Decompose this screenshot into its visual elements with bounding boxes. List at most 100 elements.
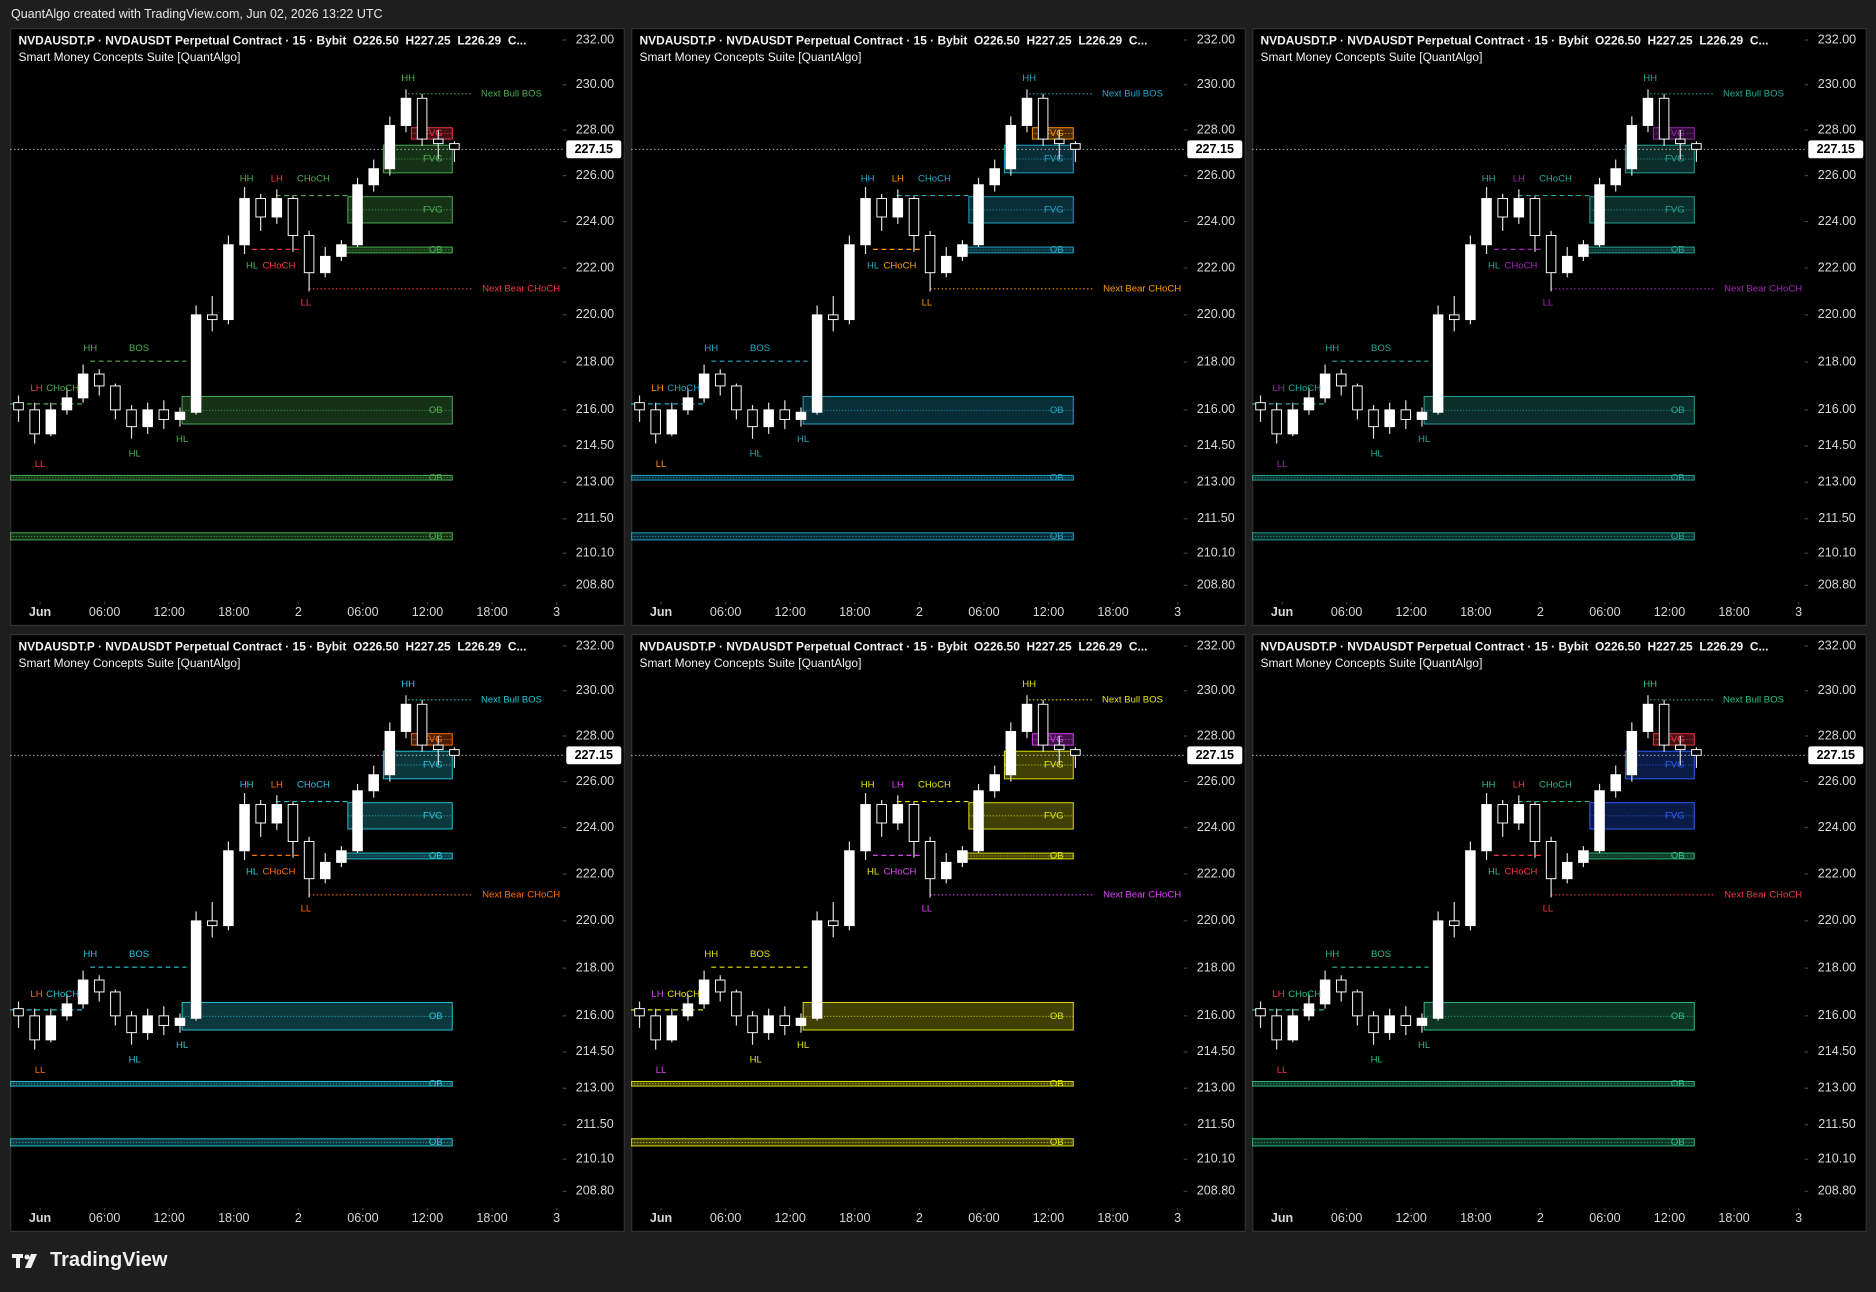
y-tick-label: 220.00 <box>576 913 614 927</box>
structure-label: CHoCH <box>667 989 700 1000</box>
candle-body <box>239 198 250 246</box>
x-tick-label: 06:00 <box>1589 605 1620 619</box>
candle-body <box>174 411 186 420</box>
candle-body <box>1303 1003 1315 1017</box>
y-tick-label: 228.00 <box>576 728 614 742</box>
last-price-label: 227.15 <box>1817 142 1855 156</box>
chart-panel: 232.00 230.00 228.00 226.00 224.00 222.00 220.… <box>1252 28 1867 626</box>
zone-label: FVG <box>1044 128 1064 139</box>
y-tick-label: 218.00 <box>576 354 614 368</box>
zone-label: FVG <box>423 204 443 215</box>
structure-label: HL <box>867 261 879 272</box>
candle-body <box>1497 198 1508 218</box>
x-tick-label: 06:00 <box>1331 605 1362 619</box>
candle-body <box>747 409 758 428</box>
candle-body <box>319 861 331 880</box>
y-tick-label: 224.00 <box>1197 214 1235 228</box>
chart-title: NVDAUSDT.P · NVDAUSDT Perpetual Contract… <box>640 33 1148 47</box>
y-tick-label: 213.00 <box>1818 475 1856 489</box>
zone-label: FVG <box>423 128 443 139</box>
x-tick-label: 12:00 <box>1395 605 1426 619</box>
structure-label: Next Bear CHoCH <box>1103 889 1181 900</box>
panel-border <box>631 634 1246 1232</box>
zone-label: OB <box>1671 472 1685 483</box>
candle-body <box>860 804 871 852</box>
y-tick-label: 228.00 <box>1197 728 1235 742</box>
candle-body <box>1578 850 1589 863</box>
structure-label: Next Bear CHoCH <box>482 283 560 294</box>
y-tick-label: 222.00 <box>1197 260 1235 274</box>
zone-label: FVG <box>1665 810 1685 821</box>
x-tick-label: 12:00 <box>153 1211 184 1225</box>
zone <box>631 1080 1074 1087</box>
candle-body <box>110 991 121 1017</box>
y-tick-label: 232.00 <box>1818 32 1856 46</box>
structure-label: HH <box>1643 679 1657 690</box>
last-price-label: 227.15 <box>575 748 613 762</box>
y-tick-label: 213.00 <box>1197 1081 1235 1095</box>
x-tick-label: 12:00 <box>412 1211 443 1225</box>
structure-label: HH <box>240 779 254 790</box>
structure-label: HH <box>1643 73 1657 84</box>
x-tick-label: 18:00 <box>476 605 507 619</box>
y-tick-label: 211.50 <box>1197 511 1234 525</box>
candle-body <box>1691 749 1702 756</box>
y-tick-label: 210.10 <box>1197 1152 1235 1166</box>
structure-label: HH <box>704 343 718 354</box>
candle-body <box>45 409 57 435</box>
candle-body <box>1054 744 1065 751</box>
candle-body <box>223 244 234 321</box>
candle-body <box>110 385 121 411</box>
y-tick-label: 222.00 <box>576 866 614 880</box>
y-tick-label: 228.00 <box>1197 122 1235 136</box>
structure-label: CHoCH <box>1539 173 1572 184</box>
y-tick-label: 216.00 <box>576 402 614 416</box>
x-tick-label: 12:00 <box>1033 1211 1064 1225</box>
y-tick-label: 230.00 <box>1818 77 1856 91</box>
candle-body <box>795 1017 807 1026</box>
structure-label: BOS <box>129 343 149 354</box>
candle-body <box>1021 703 1033 732</box>
x-tick-label: 2 <box>1537 605 1544 619</box>
zone <box>347 802 453 830</box>
chart-panel: 232.00 230.00 228.00 226.00 224.00 222.00 220.… <box>631 634 1246 1232</box>
candle-body <box>989 774 1000 792</box>
last-price-tag <box>1808 746 1864 765</box>
candle-body <box>924 235 936 274</box>
candle-body <box>61 1003 73 1017</box>
structure-label: LL <box>922 298 933 309</box>
candle-body <box>416 703 428 746</box>
candle-body <box>763 409 774 428</box>
structure-label: HL <box>1418 434 1430 445</box>
candle-body <box>352 184 363 246</box>
structure-label: HH <box>861 779 875 790</box>
y-tick-label: 216.00 <box>1818 402 1856 416</box>
chart-subtitle: Smart Money Concepts Suite [QuantAlgo] <box>640 656 862 670</box>
structure-label: CHoCH <box>1288 989 1321 1000</box>
zone-label: FVG <box>1665 128 1685 139</box>
y-tick-label: 220.00 <box>1197 307 1235 321</box>
structure-label: HL <box>129 448 141 459</box>
candle-body <box>811 920 823 1019</box>
candle-body <box>844 244 855 321</box>
structure-label: LL <box>35 1065 46 1076</box>
y-tick-label: 232.00 <box>576 638 614 652</box>
header: QuantAlgo created with TradingView.com, … <box>11 7 383 21</box>
structure-label: HH <box>83 949 97 960</box>
structure-label: LH <box>892 173 904 184</box>
y-tick-label: 210.10 <box>576 1152 614 1166</box>
x-tick-label: 06:00 <box>968 605 999 619</box>
zone <box>631 474 1074 481</box>
candle-body <box>1352 385 1363 411</box>
y-tick-label: 211.50 <box>576 511 613 525</box>
candle-body <box>1287 409 1299 435</box>
candle-body <box>827 314 839 321</box>
zone-label: OB <box>1050 405 1064 416</box>
candle-body <box>336 850 347 863</box>
x-tick-label: 12:00 <box>774 605 805 619</box>
y-tick-label: 214.50 <box>1818 1044 1856 1058</box>
candle-body <box>319 255 331 274</box>
candle-body <box>190 314 202 413</box>
x-tick-label: 2 <box>295 1211 302 1225</box>
y-tick-label: 214.50 <box>1197 438 1235 452</box>
